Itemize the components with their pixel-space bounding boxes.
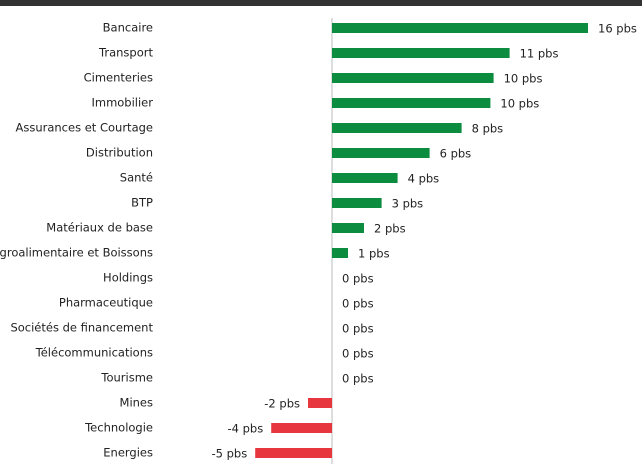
bar [332,148,430,158]
value-label: 6 pbs [440,147,472,161]
value-label: 8 pbs [472,122,504,136]
bar [255,448,332,458]
category-label: Santé [120,171,153,185]
category-label: Bancaire [103,21,153,35]
bar [332,23,588,33]
value-label: -2 pbs [264,397,300,411]
value-label: 16 pbs [598,22,637,36]
value-label: 10 pbs [500,97,539,111]
bar [332,248,348,258]
category-label: Holdings [103,271,153,285]
value-label: 0 pbs [342,372,374,386]
category-label: Cimenteries [84,71,153,85]
value-label: 4 pbs [408,172,440,186]
category-label: BTP [131,196,153,210]
category-label: Energies [103,446,153,460]
value-label: 0 pbs [342,272,374,286]
value-label: 1 pbs [358,247,390,261]
category-label: Technologie [84,421,153,435]
value-label: -5 pbs [211,447,247,461]
category-label: Matériaux de base [46,221,153,235]
bar [332,123,462,133]
category-label: Assurances et Courtage [15,121,153,135]
category-label: Pharmaceutique [59,296,153,310]
value-label: 10 pbs [504,72,543,86]
value-label: 2 pbs [374,222,406,236]
category-label: Sociétés de financement [10,321,153,335]
category-label: Transport [98,46,153,60]
bar [332,173,398,183]
category-label: Télécommunications [35,346,153,360]
value-label: 3 pbs [392,197,424,211]
value-label: 0 pbs [342,347,374,361]
bar [332,48,510,58]
bar [332,98,491,108]
category-label: Tourisme [100,371,153,385]
bar [271,423,332,433]
category-label: Immobilier [91,96,153,110]
bar [332,223,364,233]
category-label: Agroalimentaire et Boissons [0,246,153,260]
bar [332,73,494,83]
category-label: Mines [120,396,153,410]
bar [308,398,332,408]
value-label: 11 pbs [520,47,559,61]
bar [332,198,382,208]
value-label: 0 pbs [342,297,374,311]
header-strip [0,0,642,6]
value-label: -4 pbs [227,422,263,436]
value-label: 0 pbs [342,322,374,336]
category-label: Distribution [86,146,153,160]
